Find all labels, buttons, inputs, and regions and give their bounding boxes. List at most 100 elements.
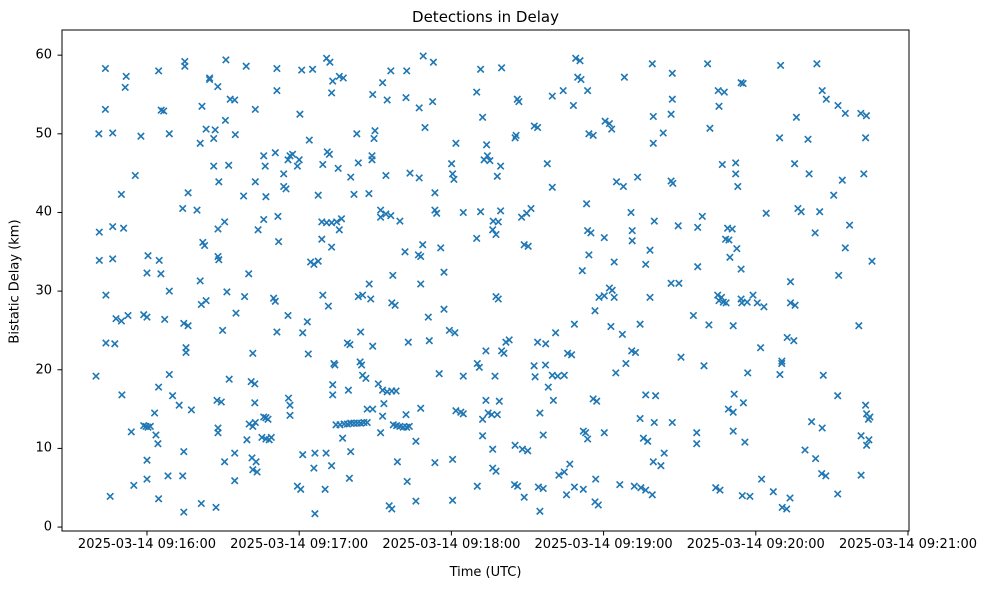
data-point-marker (693, 223, 702, 232)
data-point-marker (243, 436, 251, 444)
data-point-marker (641, 391, 650, 399)
data-point-marker (200, 241, 209, 250)
data-point-marker (667, 110, 675, 118)
data-point-marker (362, 374, 370, 383)
data-point-marker (488, 226, 497, 234)
data-point-marker (144, 251, 152, 260)
data-point-marker (387, 211, 395, 220)
data-point-marker (776, 61, 785, 70)
data-point-marker (646, 246, 654, 254)
data-point-marker (193, 206, 201, 214)
data-point-marker (782, 505, 791, 513)
data-point-marker (267, 433, 276, 442)
data-point-marker (108, 255, 117, 263)
data-point-marker (778, 503, 786, 512)
data-point-marker (378, 78, 387, 87)
data-point-marker (566, 460, 574, 468)
data-point-marker (180, 447, 188, 456)
data-point-marker (448, 170, 457, 178)
data-point-marker (249, 349, 257, 358)
data-point-marker (807, 417, 816, 426)
data-point-marker (595, 293, 603, 302)
data-point-marker (805, 170, 813, 178)
data-point-marker (308, 65, 317, 74)
data-point-marker (591, 307, 599, 315)
data-point-marker (282, 185, 290, 193)
data-point-marker (328, 77, 337, 85)
data-point-marker (286, 152, 294, 160)
data-point-marker (376, 213, 385, 221)
data-point-marker (335, 226, 344, 234)
y-tick-label: 20 (35, 362, 52, 378)
data-point-marker (212, 503, 220, 512)
data-point-marker (482, 396, 490, 405)
data-point-marker (822, 472, 830, 480)
data-point-marker (155, 256, 163, 265)
data-point-marker (630, 482, 639, 490)
data-point-marker (478, 432, 487, 440)
data-point-marker (143, 456, 151, 464)
data-point-marker (749, 291, 757, 299)
data-point-marker (555, 471, 563, 479)
data-point-marker (491, 372, 499, 380)
data-point-marker (627, 347, 636, 355)
data-point-marker (864, 415, 873, 424)
data-point-marker (720, 88, 729, 96)
data-point-marker (326, 58, 334, 66)
data-point-marker (857, 109, 865, 118)
data-point-marker (692, 439, 701, 448)
data-point-marker (371, 126, 379, 135)
data-point-marker (144, 423, 152, 431)
data-point-marker (180, 508, 188, 516)
data-point-marker (834, 271, 843, 280)
data-point-marker (841, 109, 850, 118)
data-point-marker (495, 397, 504, 405)
data-point-marker (636, 414, 644, 423)
data-point-marker (703, 60, 712, 68)
data-point-marker (450, 175, 458, 184)
data-point-marker (511, 441, 519, 450)
data-point-marker (112, 314, 120, 323)
data-point-marker (668, 418, 677, 427)
data-point-marker (674, 222, 682, 230)
data-point-marker (303, 318, 312, 326)
data-point-marker (382, 210, 390, 218)
data-point-marker (610, 258, 618, 266)
data-point-marker (95, 228, 104, 236)
data-point-marker (402, 67, 411, 75)
data-point-marker (587, 229, 595, 237)
data-point-marker (432, 209, 441, 218)
data-point-marker (452, 139, 460, 148)
data-point-marker (150, 409, 159, 417)
data-point-marker (368, 156, 376, 164)
data-point-marker (476, 207, 485, 216)
data-point-marker (600, 292, 609, 300)
data-point-marker (368, 405, 377, 413)
data-point-marker (833, 391, 842, 400)
data-point-marker (392, 387, 400, 395)
data-point-marker (101, 105, 110, 114)
data-point-marker (583, 435, 592, 443)
data-point-marker (731, 170, 740, 178)
data-point-marker (762, 209, 770, 218)
data-point-marker (492, 467, 500, 475)
data-point-marker (252, 458, 260, 466)
data-point-marker (209, 134, 218, 143)
data-point-marker (319, 291, 327, 299)
data-point-marker (143, 269, 151, 277)
data-point-marker (560, 468, 569, 476)
data-point-marker (706, 124, 714, 133)
data-point-marker (500, 349, 508, 358)
data-point-marker (650, 418, 659, 427)
data-point-marker (855, 321, 863, 330)
data-point-marker (646, 293, 654, 302)
data-point-marker (117, 190, 126, 199)
data-point-marker (160, 315, 169, 324)
data-point-marker (297, 66, 306, 74)
data-point-marker (184, 321, 192, 330)
data-point-marker (346, 173, 355, 181)
data-point-marker (497, 64, 506, 72)
data-point-marker (838, 176, 847, 184)
data-point-marker (165, 287, 174, 295)
data-point-marker (648, 491, 657, 499)
